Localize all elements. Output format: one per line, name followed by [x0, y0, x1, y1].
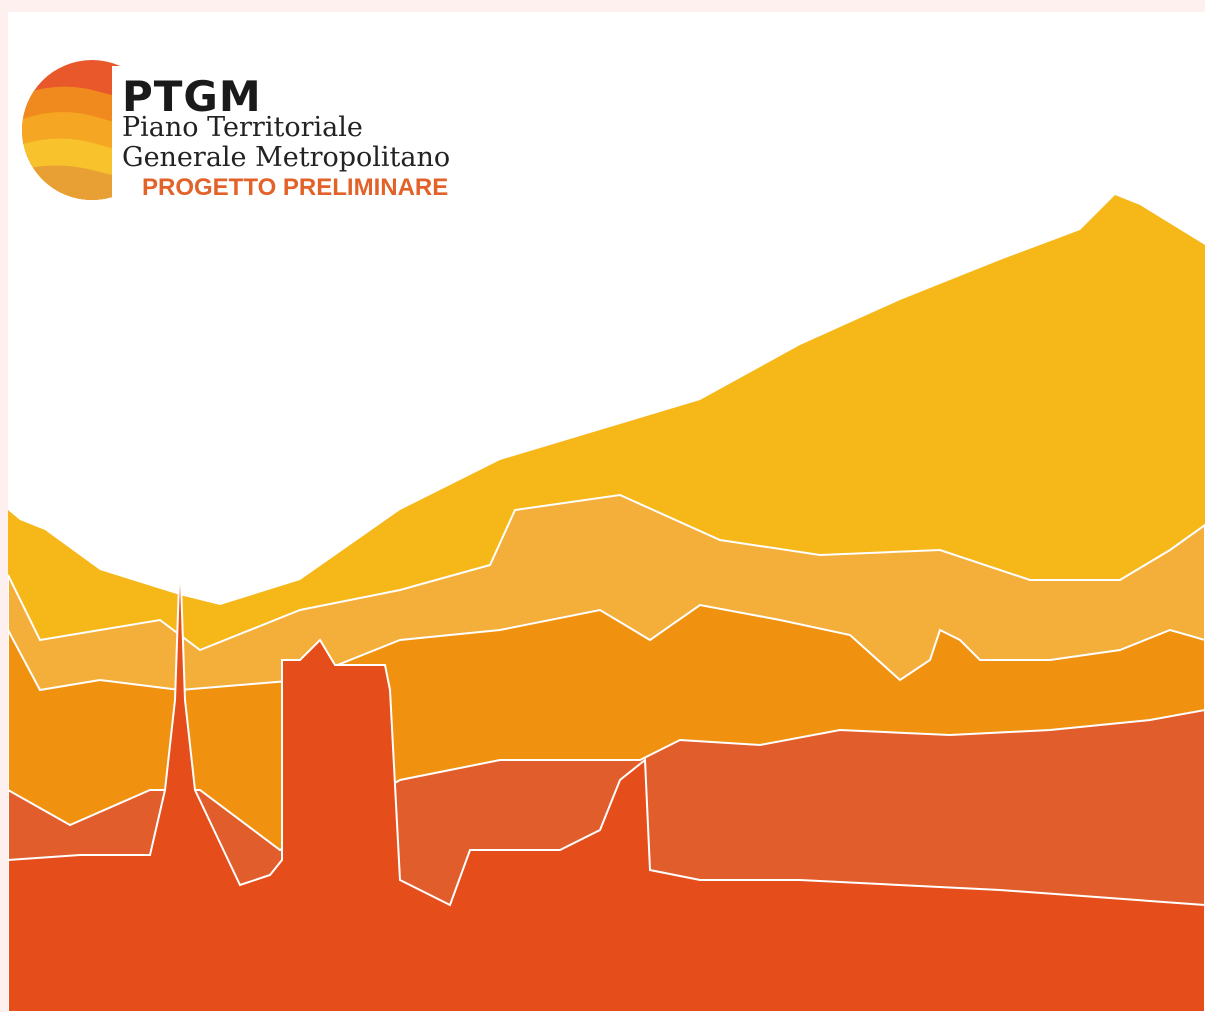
page: {"logo": {"acronym": "PTGM", "line1": "P…	[0, 0, 1205, 1012]
logo-line: Generale Metropolitano	[122, 144, 450, 171]
logo-line: Piano Territoriale	[122, 114, 363, 141]
cover-image: PTGM Piano Territoriale Generale Metropo…	[8, 12, 1205, 1012]
logo-stage: PROGETTO PRELIMINARE	[142, 174, 448, 202]
